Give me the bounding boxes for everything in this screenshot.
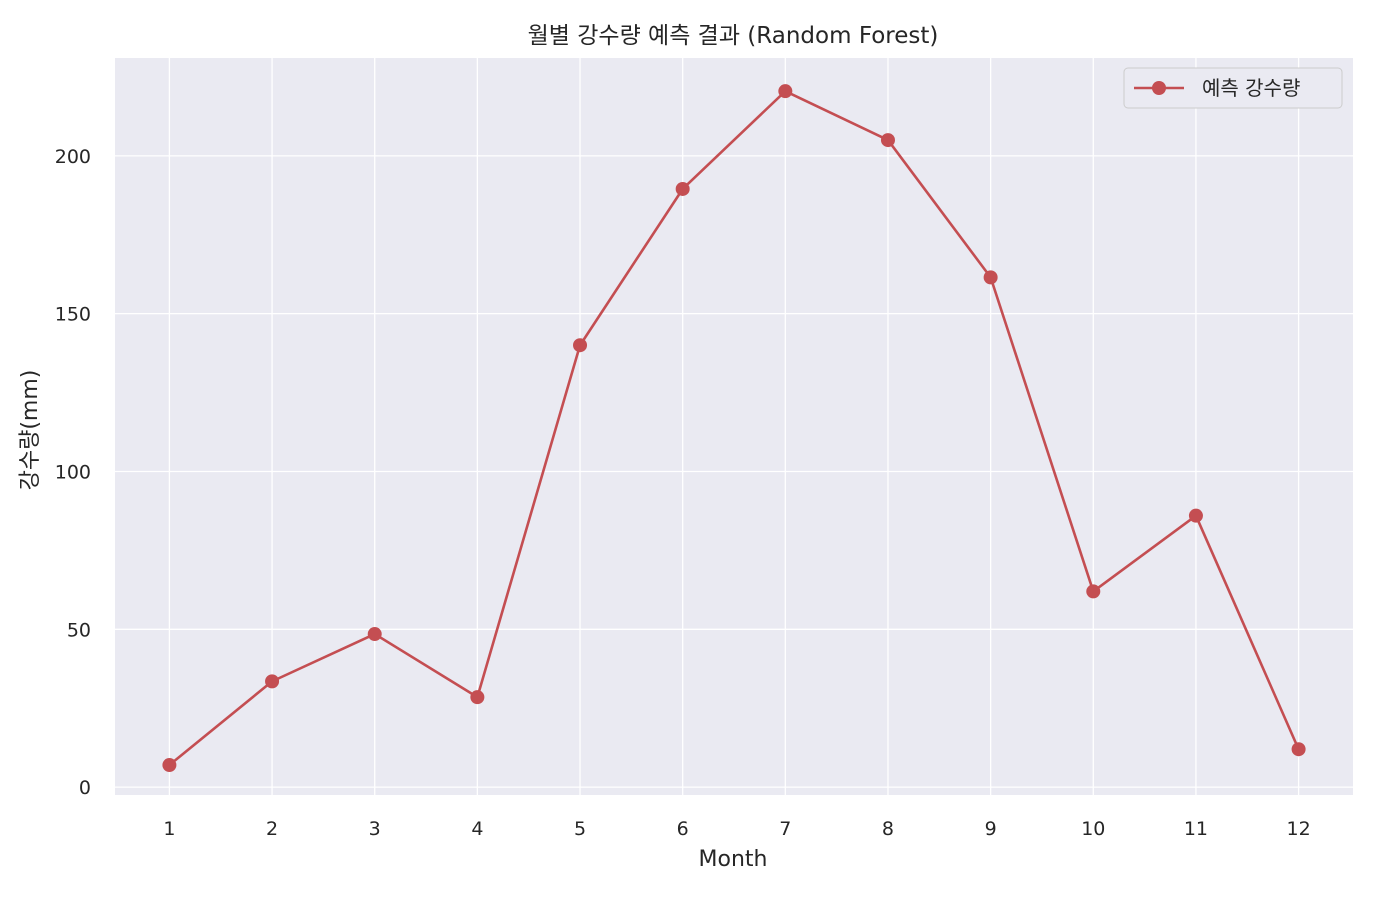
y-tick-label: 50 <box>67 619 91 641</box>
x-tick-label: 7 <box>779 818 791 840</box>
data-point <box>1086 584 1101 599</box>
y-tick-label: 200 <box>55 146 91 168</box>
x-tick-label: 4 <box>471 818 483 840</box>
series-layer <box>162 84 1306 773</box>
y-tick-label: 150 <box>55 304 91 326</box>
x-tick-label: 5 <box>574 818 586 840</box>
x-tick-label: 11 <box>1184 818 1208 840</box>
grid-lines <box>115 58 1353 795</box>
data-point <box>367 627 382 642</box>
data-point <box>162 758 177 773</box>
y-axis-tick-labels: 0 50 100 150 200 <box>55 146 91 799</box>
legend-box <box>1123 67 1343 109</box>
x-tick-label: 12 <box>1287 818 1311 840</box>
x-tick-label: 9 <box>985 818 997 840</box>
x-tick-label: 6 <box>677 818 689 840</box>
data-point <box>778 84 793 99</box>
x-tick-label: 8 <box>882 818 894 840</box>
data-point <box>983 270 998 285</box>
x-tick-label: 10 <box>1081 818 1105 840</box>
y-axis-label: 강수량(mm) <box>18 370 43 491</box>
x-tick-label: 1 <box>163 818 175 840</box>
data-point <box>1188 508 1203 523</box>
legend-marker <box>1152 81 1166 95</box>
plot-area <box>115 58 1353 795</box>
data-point <box>573 338 588 353</box>
legend: 예측 강수량 <box>1123 67 1343 109</box>
x-tick-label: 3 <box>369 818 381 840</box>
chart-title: 월별 강수량 예측 결과 (Random Forest) <box>528 23 939 49</box>
data-point <box>470 690 485 705</box>
x-tick-label: 2 <box>266 818 278 840</box>
y-tick-label: 0 <box>79 777 91 799</box>
series-line <box>168 89 1300 767</box>
legend-label: 예측 강수량 <box>1202 76 1300 100</box>
data-point <box>265 674 280 689</box>
data-point <box>880 133 895 148</box>
data-point <box>1291 742 1306 757</box>
y-tick-label: 100 <box>55 461 91 483</box>
data-point <box>675 181 690 196</box>
x-axis-tick-labels: 1 2 3 4 5 6 7 8 9 10 11 12 <box>163 818 1310 840</box>
x-axis-label: Month <box>699 847 768 872</box>
